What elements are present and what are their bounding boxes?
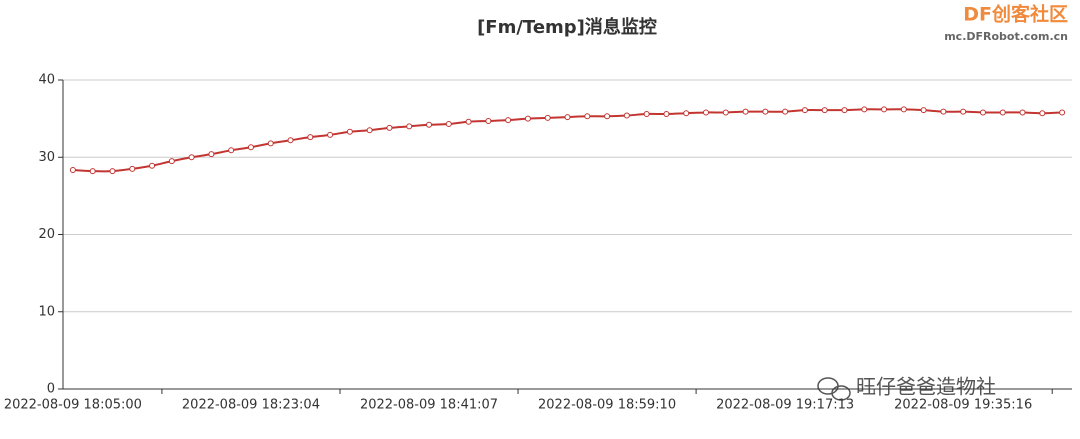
y-tick-label: 40 <box>38 73 55 88</box>
point <box>149 162 156 169</box>
point <box>485 117 492 124</box>
point <box>900 106 907 113</box>
point <box>465 118 472 125</box>
point <box>346 128 353 135</box>
point <box>722 109 729 116</box>
point <box>841 107 848 114</box>
point <box>742 108 749 115</box>
point <box>940 108 947 115</box>
watermark-icon <box>817 377 851 401</box>
point <box>1059 109 1066 116</box>
point <box>979 109 986 116</box>
point <box>544 114 551 121</box>
point <box>861 106 868 113</box>
point <box>426 121 433 128</box>
point <box>188 154 195 161</box>
point <box>366 127 373 134</box>
point <box>663 110 670 117</box>
point <box>564 114 571 121</box>
x-tick-label: 2022-08-09 18:05:00 <box>4 398 142 413</box>
x-tick-label: 2022-08-09 18:41:07 <box>360 398 498 413</box>
x-tick-label: 2022-08-09 18:23:04 <box>182 398 320 413</box>
point <box>109 168 116 175</box>
point <box>1019 109 1026 116</box>
point <box>999 109 1006 116</box>
point <box>406 123 413 130</box>
x-tick-label: 2022-08-09 19:17:13 <box>716 398 854 413</box>
y-tick-label: 0 <box>47 382 55 397</box>
point <box>307 134 314 141</box>
point <box>168 158 175 165</box>
point <box>801 107 808 114</box>
point <box>623 112 630 119</box>
point <box>702 109 709 116</box>
point <box>643 110 650 117</box>
point <box>129 165 136 172</box>
point <box>920 107 927 114</box>
point <box>267 140 274 147</box>
y-tick-label: 10 <box>38 304 55 319</box>
point <box>208 151 215 158</box>
point <box>287 137 294 144</box>
point <box>89 168 96 175</box>
point <box>69 166 76 173</box>
point <box>1039 110 1046 117</box>
point <box>821 107 828 114</box>
point <box>445 121 452 128</box>
logo-url: mc.DFRobot.com.cn <box>944 30 1068 43</box>
y-tick-label: 20 <box>38 227 55 242</box>
point <box>524 115 531 122</box>
point <box>584 113 591 120</box>
x-tick-label: 2022-08-09 19:35:16 <box>894 398 1032 413</box>
point <box>386 124 393 131</box>
y-tick-label: 30 <box>38 150 55 165</box>
point <box>960 108 967 115</box>
point <box>228 147 235 154</box>
point <box>327 131 334 138</box>
chart-title: [Fm/Temp]消息监控 <box>477 16 657 38</box>
point <box>505 117 512 124</box>
point <box>247 144 254 151</box>
point <box>604 113 611 120</box>
point <box>762 108 769 115</box>
point <box>782 108 789 115</box>
point <box>683 110 690 117</box>
x-tick-label: 2022-08-09 18:59:10 <box>538 398 676 413</box>
point <box>881 106 888 113</box>
watermark: 旺仔爸爸造物社 <box>856 375 996 399</box>
logo: DF创客社区 <box>963 3 1068 26</box>
